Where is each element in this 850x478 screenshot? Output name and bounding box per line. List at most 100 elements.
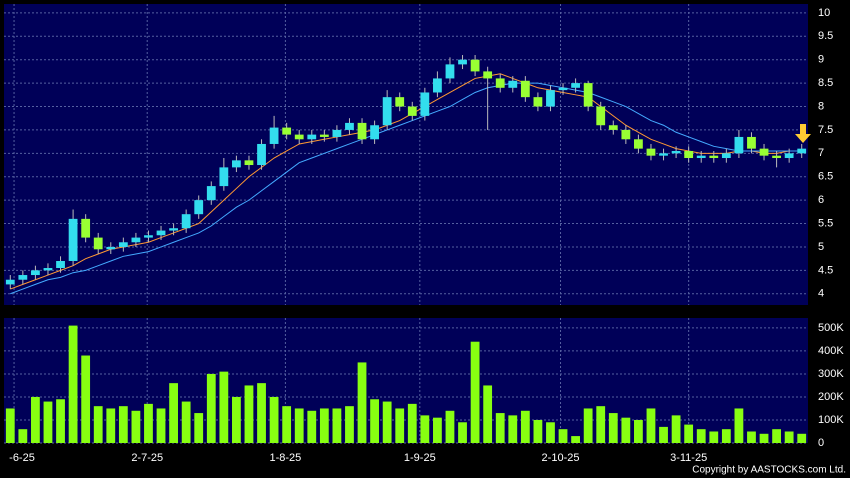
candle-body: [520, 80, 530, 98]
volume-bar: [571, 436, 580, 443]
volume-bar: [307, 410, 317, 443]
candle-body: [156, 230, 166, 236]
candle-body: [483, 71, 493, 79]
volume-bar: [646, 408, 656, 443]
x-tick-label: 1-8-25: [270, 452, 302, 464]
candle-body: [18, 275, 28, 280]
moving-average-line: [10, 73, 802, 290]
x-tick-label: 3-11-25: [670, 452, 707, 464]
x-tick-label: 2-7-25: [131, 452, 163, 464]
volume-bar: [508, 415, 518, 443]
volume-bar: [345, 406, 354, 443]
candle-body: [382, 97, 392, 126]
candle-body: [784, 153, 794, 159]
volume-bar: [31, 396, 40, 443]
volume-bar: [232, 396, 241, 443]
candle-body: [583, 83, 593, 107]
volume-bar: [634, 419, 643, 443]
candle-body: [282, 127, 292, 135]
candle-body: [395, 97, 405, 107]
volume-bar: [106, 408, 116, 443]
candle-body: [420, 92, 430, 116]
candle-body: [68, 218, 78, 261]
candle-body: [181, 214, 191, 229]
candle-body: [721, 153, 731, 159]
candle-body: [634, 139, 643, 149]
volume-bar: [797, 433, 807, 443]
candle-body: [118, 242, 128, 247]
candle-body: [558, 87, 568, 91]
y-tick-label: 10: [818, 7, 830, 19]
volume-bar: [470, 341, 480, 443]
arrow-marker: [795, 124, 811, 143]
volume-bar: [68, 325, 78, 443]
candle-body: [294, 134, 304, 140]
candle-body: [232, 160, 241, 168]
volume-bar: [709, 431, 719, 443]
volume-bar: [407, 403, 417, 443]
candle-body: [257, 143, 266, 166]
volume-bar: [458, 422, 467, 443]
price-panel: [4, 4, 808, 305]
candle-body: [772, 155, 781, 159]
y-tick-label: 500K: [818, 322, 844, 334]
candle-body: [709, 155, 719, 159]
candle-body: [571, 83, 580, 88]
y-tick-label: 4.5: [818, 264, 833, 276]
volume-bar: [382, 401, 392, 443]
y-tick-label: 7.5: [818, 124, 833, 136]
copyright: Copyright by AASTOCKS.com Ltd.: [692, 465, 846, 476]
volume-bar: [784, 431, 794, 443]
candle-body: [307, 134, 317, 140]
volume-bar: [5, 408, 15, 443]
candle-body: [56, 260, 65, 269]
volume-bar: [244, 385, 254, 443]
volume-bar: [357, 362, 367, 443]
x-tick-label: 2-10-25: [542, 452, 580, 464]
volume-bar: [282, 406, 292, 443]
volume-bar: [445, 410, 455, 443]
volume-bar: [294, 408, 304, 443]
candle-body: [319, 134, 329, 137]
candle-body: [106, 246, 116, 250]
volume-bar: [608, 413, 618, 443]
candle-body: [596, 106, 606, 126]
volume-bar: [395, 408, 405, 443]
volume-bar: [118, 406, 128, 443]
candle-body: [508, 80, 518, 88]
candle-body: [759, 148, 769, 156]
candle-body: [608, 125, 618, 130]
candle-body: [533, 97, 543, 107]
candle-body: [31, 270, 40, 276]
y-tick-label: 7: [818, 147, 824, 159]
volume-bar: [332, 408, 342, 443]
volume-bar: [156, 408, 166, 443]
volume-bar: [734, 408, 744, 443]
candle-body: [684, 150, 694, 159]
candle-body: [5, 279, 15, 285]
y-tick-label: 6.5: [818, 171, 833, 183]
candle-body: [470, 59, 480, 72]
candle-body: [646, 148, 656, 156]
candle-body: [131, 237, 141, 243]
volume-bar: [56, 399, 65, 443]
candle-body: [269, 127, 279, 144]
volume-bar: [558, 429, 568, 443]
candle-body: [244, 160, 254, 166]
candle-body: [495, 78, 505, 88]
candle-body: [81, 218, 91, 238]
y-tick-label: 4: [818, 288, 824, 300]
volume-bar: [144, 403, 153, 443]
volume-bar: [659, 426, 668, 443]
candle-body: [219, 167, 229, 187]
candle-body: [734, 136, 744, 154]
y-tick-label: 400K: [818, 345, 844, 357]
volume-bar: [546, 422, 555, 443]
volume-bar: [370, 399, 379, 443]
candle-body: [445, 64, 455, 79]
x-tick-label: 1-9-25: [404, 452, 436, 464]
volume-bar: [269, 396, 279, 443]
volume-bar: [43, 401, 53, 443]
y-tick-label: 300K: [818, 368, 844, 380]
